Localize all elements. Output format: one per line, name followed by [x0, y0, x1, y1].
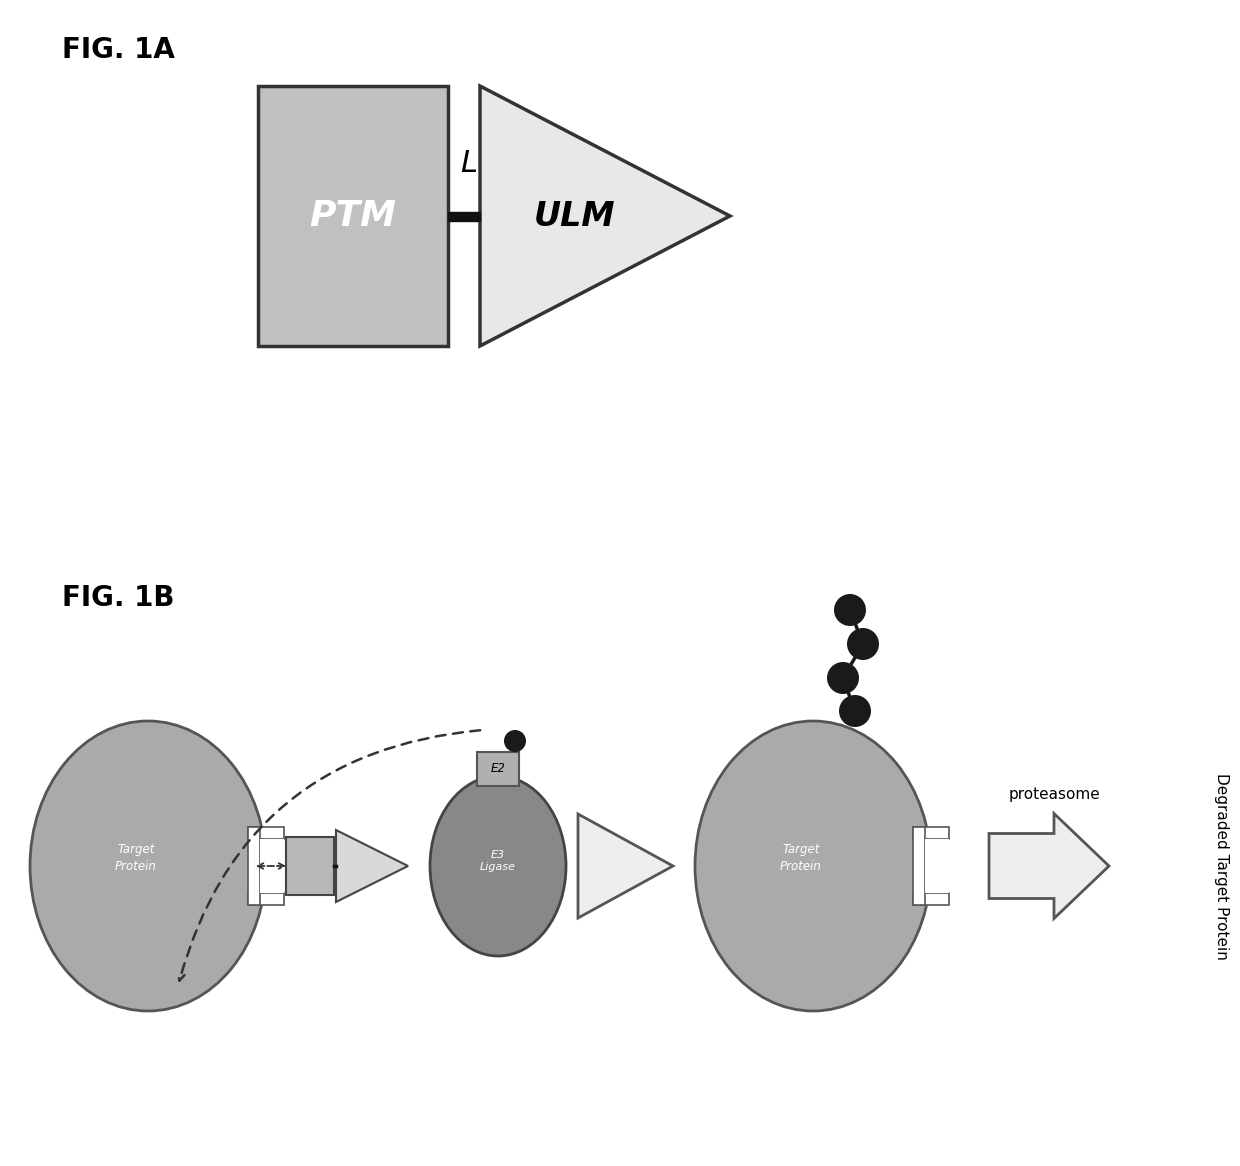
Bar: [248, 827, 260, 905]
Circle shape: [503, 730, 526, 752]
Circle shape: [827, 662, 859, 694]
Text: proteasome: proteasome: [1008, 787, 1100, 801]
Bar: [248, 827, 284, 840]
Bar: [260, 840, 284, 893]
Bar: [477, 752, 520, 786]
Text: E2: E2: [491, 763, 506, 775]
Circle shape: [835, 593, 866, 626]
Ellipse shape: [694, 721, 931, 1011]
Text: Target
Protein: Target Protein: [780, 843, 822, 873]
Bar: [258, 86, 448, 346]
Ellipse shape: [430, 777, 565, 956]
Text: PTM: PTM: [310, 199, 397, 233]
Text: E3
Ligase: E3 Ligase: [480, 850, 516, 872]
Text: FIG. 1B: FIG. 1B: [62, 584, 175, 612]
Bar: [286, 837, 334, 895]
Polygon shape: [480, 86, 730, 346]
Text: L: L: [460, 149, 477, 178]
Ellipse shape: [30, 721, 267, 1011]
Bar: [448, 211, 480, 220]
Circle shape: [839, 695, 870, 726]
Bar: [913, 893, 949, 905]
Bar: [913, 827, 925, 905]
Bar: [248, 893, 284, 905]
Polygon shape: [990, 814, 1109, 919]
Text: Degraded Target Protein: Degraded Target Protein: [1214, 773, 1230, 960]
Bar: [913, 827, 949, 840]
Text: Target
Protein: Target Protein: [115, 843, 157, 873]
Text: ULM: ULM: [534, 199, 616, 232]
Text: FIG. 1A: FIG. 1A: [62, 36, 175, 64]
Circle shape: [847, 628, 879, 660]
Bar: [925, 840, 949, 893]
Polygon shape: [336, 830, 408, 902]
Polygon shape: [578, 814, 673, 918]
